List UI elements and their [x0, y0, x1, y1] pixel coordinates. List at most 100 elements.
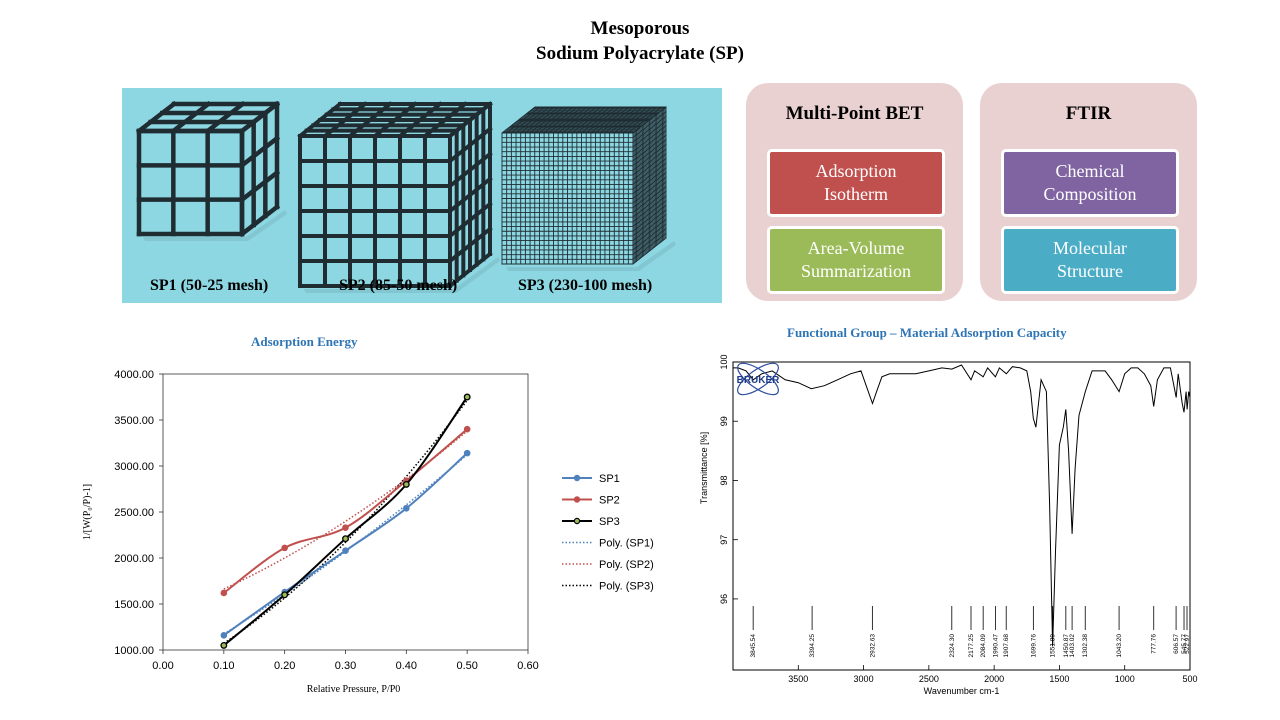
legend-marker [573, 474, 581, 482]
mesh-line [623, 106, 658, 134]
cube-label-sp3: SP3 (230-100 mesh) [518, 277, 653, 294]
cube-face [139, 131, 242, 234]
title-line-1: Mesoporous [590, 18, 690, 39]
mesh-line [238, 169, 281, 203]
peak-label: 2932.63 [869, 634, 876, 658]
data-point [342, 524, 349, 531]
legend-label: Poly. (SP3) [599, 581, 654, 593]
box-line: Structure [1057, 261, 1123, 281]
adsorption-energy-chart: 0.00 0.10 0.20 0.30 0.40 0.50 0.60 1000.00 1500.… [82, 369, 654, 695]
x-tick-label: 3500 [788, 674, 808, 684]
peak-label: 2084.09 [980, 634, 987, 658]
y-tick-label: 2500.00 [114, 507, 154, 519]
y-tick-label: 100 [719, 354, 729, 369]
peak-label: 2324.30 [949, 634, 956, 658]
x-axis-label: Relative Pressure, P/P0 [307, 684, 401, 695]
legend-label: SP2 [599, 495, 620, 507]
box-line: Molecular [1053, 238, 1127, 258]
mesh-line [613, 106, 648, 134]
logo-orbit [737, 362, 779, 396]
data-point [220, 631, 228, 639]
series-line-sp2 [223, 428, 468, 594]
peak-label: 1403.02 [1069, 634, 1076, 658]
mesh-line [170, 100, 212, 135]
data-point [342, 535, 349, 543]
peak-label: 545.77 [1181, 634, 1188, 654]
x-tick-label: 1500 [1049, 674, 1069, 684]
peak-label: 1990.47 [992, 634, 999, 658]
peak-label: 3845.54 [750, 634, 757, 658]
mesh-line [238, 135, 281, 169]
data-point [281, 591, 289, 599]
peak-label: 3394.25 [809, 634, 816, 658]
trendline-sp1 [223, 454, 468, 635]
mesh-line [238, 203, 281, 238]
mesh-line [632, 232, 667, 260]
peak-label: 1043.20 [1116, 634, 1123, 658]
plot-area [732, 361, 1191, 671]
x-tick-label: 0.10 [213, 660, 234, 672]
y-axis-label: Transmittance [%] [699, 432, 709, 504]
molecular-structure-box: Molecular Structure [1001, 226, 1179, 294]
cube-label-sp2: SP2 (85-50 mesh) [339, 277, 458, 294]
y-tick-label: 3500.00 [114, 415, 154, 427]
mesh-line [627, 106, 662, 134]
peak-label: 522.97 [1184, 634, 1191, 654]
legend-marker [573, 496, 581, 503]
peak-label: 1551.89 [1050, 634, 1057, 658]
legend-label: SP1 [599, 473, 620, 485]
cube-shadow [304, 257, 500, 293]
mesh-line [632, 223, 667, 251]
chemical-composition-box: Chemical Composition [1001, 149, 1179, 217]
peak-label: 1699.76 [1030, 634, 1037, 658]
trendline-sp3 [223, 399, 468, 644]
x-tick-label: 1000 [1115, 674, 1135, 684]
mesh-line [447, 251, 493, 289]
area-volume-box: Area-Volume Summarization [767, 226, 945, 294]
data-point [463, 393, 471, 401]
box-line: Area-Volume [807, 238, 905, 258]
mesh-line [632, 218, 667, 246]
ftir-spectrum-chart: 96 97 98 99 100 3500 3000 2500 2000 1500 1000 500 Wa… [699, 354, 1198, 696]
adsorption-energy-title: Adsorption Energy [251, 334, 358, 349]
cube-shadow [506, 241, 676, 271]
x-tick-label: 0.20 [274, 660, 295, 672]
cube-face [242, 104, 277, 234]
logo-text: BRUKER [737, 375, 781, 386]
mesh-line [632, 213, 667, 242]
bet-card: Multi-Point BET Adsorption Isotherm Area-… [746, 83, 963, 301]
title-line-2: Sodium Polyacrylate (SP) [536, 43, 744, 64]
data-point [220, 641, 228, 649]
mesh-line [632, 228, 667, 256]
x-tick-label: 500 [1182, 674, 1197, 684]
box-line: Chemical [1055, 161, 1125, 181]
peak-label: 1450.87 [1063, 634, 1070, 658]
mesh-cubes-illustration [135, 100, 676, 293]
peak-label: 2177.25 [968, 634, 975, 658]
y-tick-label: 98 [719, 475, 729, 485]
series-line-sp1 [223, 452, 468, 637]
mesh-line [204, 100, 246, 135]
peak-label: 777.76 [1151, 634, 1158, 654]
bet-card-title: Multi-Point BET [785, 103, 924, 124]
legend-marker [573, 517, 581, 525]
y-axis-label: 1/[W(P₀/P)-1] [82, 484, 93, 540]
box-line: Isotherm [824, 184, 888, 204]
spectrum-line [733, 364, 1191, 647]
y-tick-label: 1500.00 [114, 599, 154, 611]
peak-label: 606.57 [1173, 634, 1180, 654]
ftir-card: FTIR Chemical Composition Molecular Struct… [980, 83, 1197, 301]
plot-area [162, 373, 529, 651]
mesh-line [618, 106, 653, 134]
y-tick-label: 1000.00 [114, 645, 154, 657]
legend-label: SP3 [599, 516, 620, 528]
data-point [402, 480, 410, 488]
logo-orbit [737, 362, 779, 396]
legend-label: Poly. (SP1) [599, 538, 654, 550]
y-tick-label: 3000.00 [114, 461, 154, 473]
x-tick-label: 0.00 [152, 660, 173, 672]
x-axis-label: Wavenumber cm-1 [924, 686, 1000, 696]
data-point [281, 544, 288, 552]
x-tick-label: 2000 [984, 674, 1004, 684]
cube-sp1 [135, 100, 287, 241]
